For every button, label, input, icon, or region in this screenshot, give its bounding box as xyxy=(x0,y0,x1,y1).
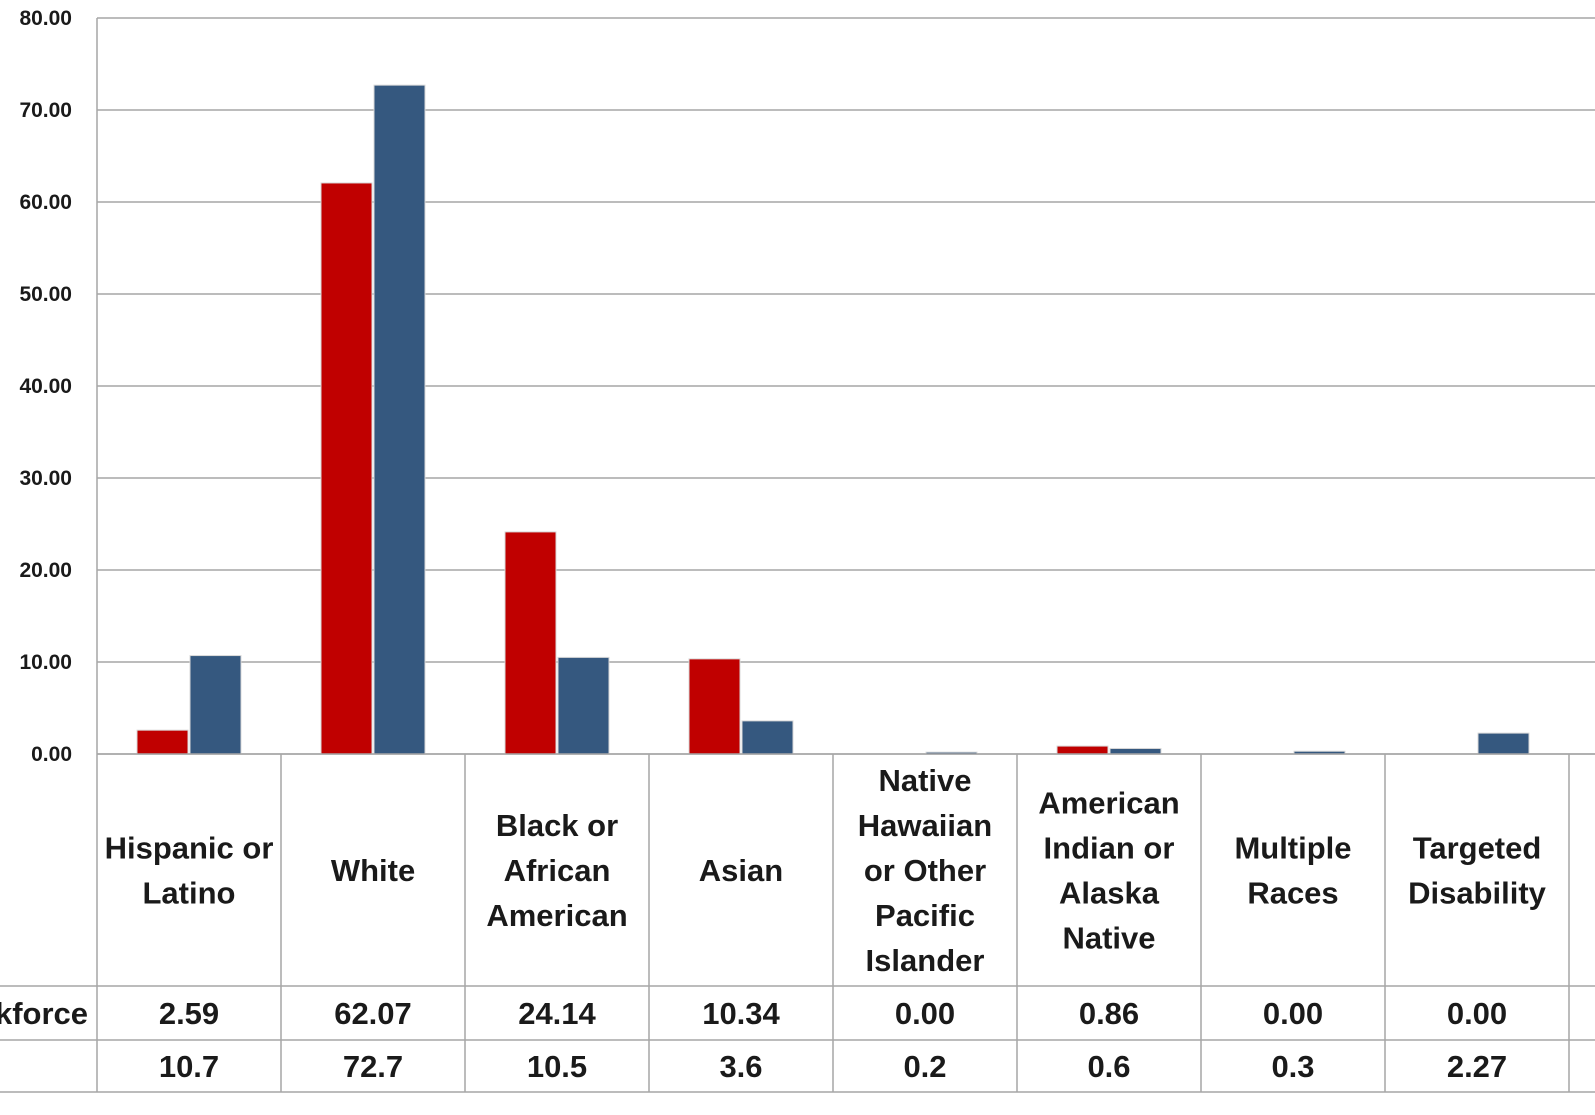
bar-series1-3 xyxy=(688,658,741,755)
table-cell-value: 3.6 xyxy=(719,1049,762,1084)
table-cell-value: 0.2 xyxy=(903,1049,946,1084)
bar-series1-2 xyxy=(504,531,557,755)
category-label-line: Pacific xyxy=(875,898,975,933)
category-label-line: Hispanic or xyxy=(105,831,274,866)
category-label-line: Targeted xyxy=(1413,831,1542,866)
table-row-label: kforce xyxy=(0,996,88,1031)
bar-series1-0 xyxy=(136,729,189,755)
y-tick-label: 60.00 xyxy=(19,191,72,214)
table-cell-value: 0.00 xyxy=(1447,996,1507,1031)
category-label-line: American xyxy=(1038,786,1179,821)
table-cell-value: 10.7 xyxy=(159,1049,219,1084)
category-label: Asian xyxy=(699,853,783,888)
y-tick-label: 50.00 xyxy=(19,283,72,306)
category-label-line: Asian xyxy=(699,853,783,888)
table-cell-value: 0.6 xyxy=(1087,1049,1130,1084)
category-label: Native Hawaiian or Other Pacific Islander xyxy=(858,763,992,978)
table-cell-value: 0.86 xyxy=(1079,996,1139,1031)
category-label-line: Native xyxy=(1062,921,1155,956)
bar-series2-7 xyxy=(1477,732,1530,755)
table-cell-value: 24.14 xyxy=(518,996,596,1031)
category-label-line: Indian or xyxy=(1044,831,1175,866)
bar-series1-5 xyxy=(1056,745,1109,755)
table-cell-value: 0.00 xyxy=(1263,996,1323,1031)
category-label-line: Native xyxy=(878,763,971,798)
category-label-line: Disability xyxy=(1408,876,1547,911)
bar-series2-0 xyxy=(189,655,242,755)
category-label: Targeted Disability xyxy=(1408,831,1547,911)
bar-series2-2 xyxy=(557,656,610,755)
table-cell-value: 10.34 xyxy=(702,996,780,1031)
category-label-line: American xyxy=(486,898,627,933)
category-label: Hispanic or Latino xyxy=(105,831,274,911)
table-cell-value: 72.7 xyxy=(343,1049,403,1084)
table-cell-value: 10.5 xyxy=(527,1049,587,1084)
category-label-line: Black or xyxy=(496,808,618,843)
y-tick-label: 70.00 xyxy=(19,99,72,122)
table-cell-value: 62.07 xyxy=(334,996,412,1031)
category-label-line: Alaska xyxy=(1059,876,1160,911)
data-table xyxy=(0,753,1595,1093)
category-label-line: African xyxy=(504,853,611,888)
category-label: Black or African American xyxy=(486,808,627,933)
category-label-line: Islander xyxy=(866,943,985,978)
table-cell-value: 0.3 xyxy=(1271,1049,1314,1084)
y-tick-label: 0.00 xyxy=(31,743,72,766)
category-label: White xyxy=(331,853,415,888)
y-tick-label: 20.00 xyxy=(19,559,72,582)
bar-series2-5 xyxy=(1109,747,1162,755)
category-label-line: White xyxy=(331,853,415,888)
table-cell-value: 2.59 xyxy=(159,996,219,1031)
category-label-line: Latino xyxy=(143,876,236,911)
category-label: Multiple Races xyxy=(1234,831,1351,911)
y-tick-label: 80.00 xyxy=(19,7,72,30)
bar-series1-1 xyxy=(320,182,373,755)
bar-series2-1 xyxy=(373,84,426,755)
y-tick-label: 30.00 xyxy=(19,467,72,490)
bar-series2-3 xyxy=(741,720,794,755)
category-label-line: or Other xyxy=(864,853,986,888)
y-tick-label: 10.00 xyxy=(19,651,72,674)
table-cell-value: 0.00 xyxy=(895,996,955,1031)
bars xyxy=(136,84,1530,755)
category-label: American Indian or Alaska Native xyxy=(1038,786,1179,956)
table-cell-value: 2.27 xyxy=(1447,1049,1507,1084)
labels: 0.00 10.00 20.00 30.00 40.00 50.00 60.00 70.00 8… xyxy=(0,7,1547,1084)
category-label-line: Hawaiian xyxy=(858,808,992,843)
category-label-line: Multiple xyxy=(1234,831,1351,866)
y-tick-label: 40.00 xyxy=(19,375,72,398)
category-label-line: Races xyxy=(1247,876,1338,911)
